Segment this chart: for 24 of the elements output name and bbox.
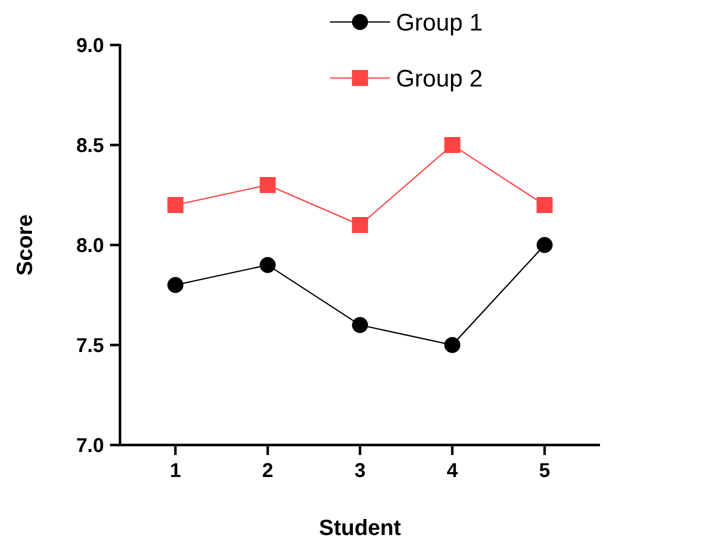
point [536, 237, 553, 253]
x-tick-label: 5 [539, 460, 550, 482]
point [167, 197, 184, 213]
point [260, 257, 276, 273]
legend-label: Group 1 [396, 9, 483, 36]
point [444, 337, 460, 353]
x-axis-title: Student [319, 515, 402, 540]
y-tick-label: 9.0 [76, 35, 104, 57]
x-tick-label: 2 [262, 460, 274, 482]
point [536, 197, 553, 213]
x-tick-label: 4 [446, 460, 459, 482]
y-tick-label: 7.0 [76, 435, 104, 457]
point [352, 217, 368, 233]
point [444, 137, 460, 153]
y-tick-label: 7.5 [76, 335, 104, 357]
legend-label: Group 2 [396, 65, 483, 92]
point [260, 177, 276, 193]
x-tick-label: 1 [170, 460, 181, 482]
y-tick-label: 8.5 [76, 135, 104, 157]
x-tick-label: 3 [354, 460, 366, 482]
y-tick-label: 8.0 [76, 235, 104, 257]
point [352, 317, 368, 333]
point [167, 277, 184, 293]
y-axis-title: Score [12, 214, 37, 276]
